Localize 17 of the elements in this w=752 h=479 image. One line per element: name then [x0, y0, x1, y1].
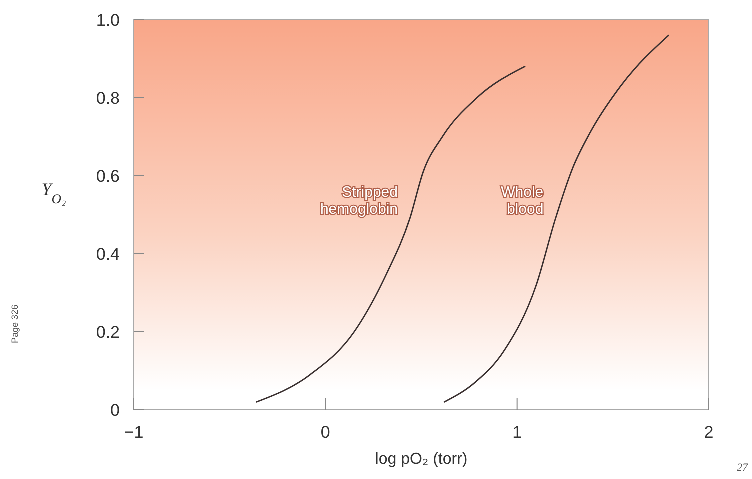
series-label: Stripped hemoglobin [320, 184, 398, 218]
y-tick-label: 1.0 [96, 11, 120, 30]
x-tick-label: −1 [124, 423, 144, 442]
y-tick-label: 0.6 [96, 167, 120, 186]
y-tick-label: 0.8 [96, 89, 120, 108]
text: Page 326 [10, 304, 20, 344]
y-tick-label: 0.2 [96, 323, 120, 342]
y-tick-label: 0 [110, 401, 120, 420]
line-series [444, 34, 670, 403]
y-tick-label: 0.4 [96, 245, 120, 264]
y-axis-title: Y$_{O₂}$ [42, 180, 67, 206]
x-tick-label: 1 [512, 423, 522, 442]
text: 27 [737, 462, 748, 474]
x-axis-title: log pO₂ (torr) [375, 451, 468, 468]
x-tick-label: 2 [704, 423, 714, 442]
series-label: Whole blood [501, 184, 544, 218]
x-tick-label: 0 [320, 423, 330, 442]
